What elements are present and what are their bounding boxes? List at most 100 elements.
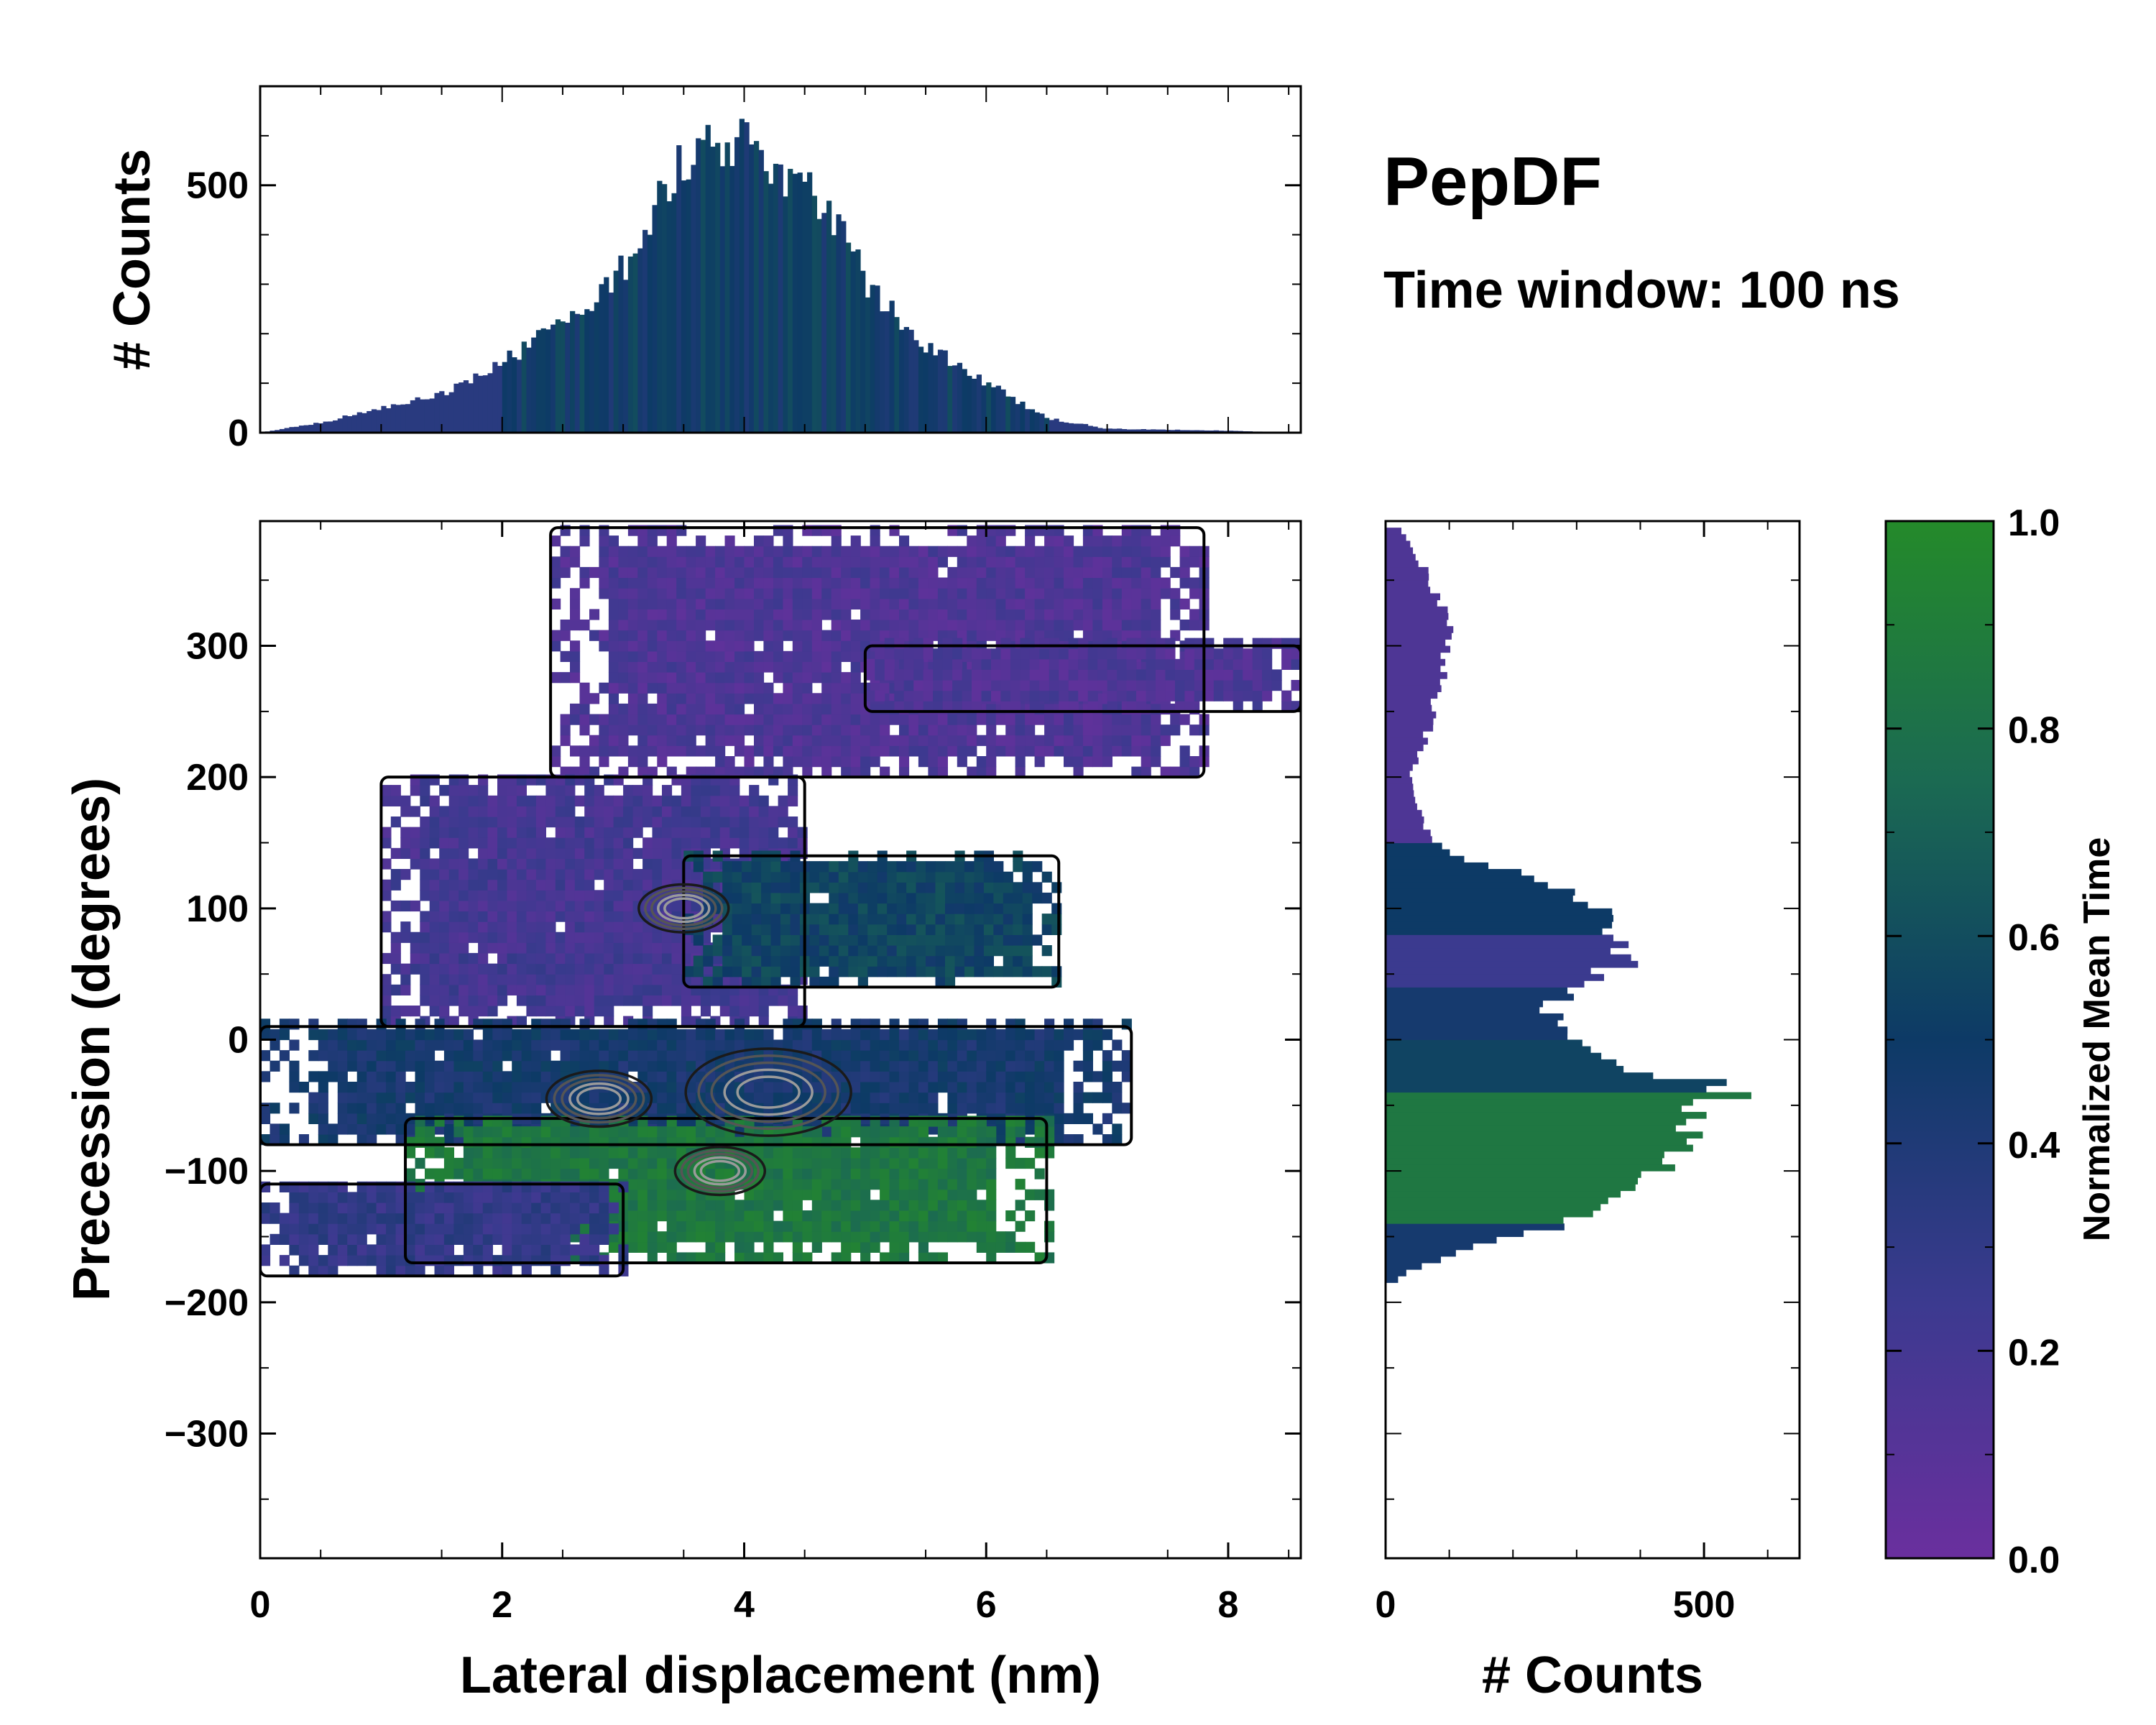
heatmap-cell — [487, 932, 498, 943]
heatmap-cell — [1082, 1039, 1093, 1051]
heatmap-cell — [821, 703, 832, 715]
figure-title: PepDF — [1383, 143, 1602, 220]
heatmap-cell — [928, 714, 939, 725]
heatmap-cell — [947, 620, 958, 631]
heatmap-cell — [459, 806, 469, 817]
heatmap-cell — [947, 1179, 958, 1190]
heatmap-cell — [957, 1103, 967, 1114]
heatmap-cell — [751, 914, 762, 925]
heatmap-cell — [1034, 620, 1045, 631]
heatmap-cell — [986, 1060, 997, 1072]
heatmap-cell — [1097, 669, 1108, 681]
heatmap-cell — [937, 1050, 948, 1062]
heatmap-cell — [754, 577, 765, 589]
heatmap-cell — [880, 1092, 890, 1103]
top-histogram-bar — [880, 311, 885, 433]
heatmap-cell — [754, 1252, 765, 1264]
heatmap-cell — [637, 556, 648, 568]
heatmap-cell — [1029, 669, 1040, 681]
heatmap-cell — [916, 955, 926, 967]
heatmap-cell — [1165, 680, 1176, 691]
heatmap-cell — [540, 1039, 551, 1051]
heatmap-cell — [540, 1157, 551, 1169]
heatmap-cell — [623, 984, 634, 995]
top-histogram-bar — [487, 373, 493, 433]
heatmap-cell — [1179, 756, 1190, 768]
heatmap-cell — [376, 1123, 387, 1135]
heatmap-cell — [780, 966, 791, 978]
heatmap-cell — [1013, 903, 1023, 914]
heatmap-cell — [850, 1050, 861, 1062]
heatmap-cell — [1073, 1092, 1084, 1103]
top-histogram-bar — [821, 213, 827, 433]
heatmap-cell — [1097, 658, 1108, 670]
heatmap-cell — [632, 932, 643, 943]
heatmap-cell — [1189, 766, 1200, 778]
heatmap-cell — [957, 1060, 967, 1072]
heatmap-cell — [526, 890, 537, 901]
heatmap-cell — [570, 588, 581, 599]
heatmap-cell — [1025, 724, 1036, 736]
heatmap-cell — [957, 1126, 967, 1138]
heatmap-cell — [877, 903, 888, 914]
heatmap-cell — [937, 735, 948, 746]
heatmap-cell — [821, 546, 832, 557]
heatmap-cell — [967, 546, 977, 557]
heatmap-cell — [1189, 724, 1200, 736]
heatmap-cell — [967, 1231, 977, 1243]
heatmap-cell — [492, 1050, 503, 1062]
heatmap-cell — [926, 903, 936, 914]
heatmap-cell — [763, 735, 774, 746]
heatmap-cell — [724, 535, 735, 547]
heatmap-cell — [1213, 669, 1224, 681]
heatmap-cell — [857, 945, 868, 957]
heatmap-cell — [657, 650, 668, 662]
heatmap-cell — [744, 588, 755, 599]
heatmap-cell — [986, 1231, 997, 1243]
heatmap-cell — [584, 921, 595, 933]
heatmap-cell — [487, 984, 498, 995]
heatmap-cell — [763, 1220, 774, 1232]
heatmap-cell — [425, 1082, 436, 1093]
heatmap-cell — [420, 932, 430, 943]
heatmap-cell — [599, 1029, 609, 1041]
top-histogram-bar — [691, 165, 696, 433]
heatmap-cell — [395, 1060, 406, 1072]
heatmap-cell — [964, 871, 975, 883]
heatmap-cell — [545, 890, 556, 901]
heatmap-cell — [705, 1231, 716, 1243]
heatmap-cell — [579, 1092, 590, 1103]
heatmap-cell — [589, 1126, 600, 1138]
heatmap-cell — [1025, 1157, 1036, 1169]
heatmap-cell — [647, 609, 658, 620]
heatmap-cell — [705, 1210, 716, 1222]
heatmap-cell — [976, 714, 987, 725]
heatmap-cell — [599, 1126, 609, 1138]
heatmap-cell — [337, 1082, 348, 1093]
heatmap-cell — [1025, 1241, 1036, 1253]
heatmap-cell — [1005, 1060, 1016, 1072]
top-histogram-bar — [1025, 409, 1031, 433]
heatmap-cell — [448, 837, 459, 849]
heatmap-cell — [1233, 658, 1243, 670]
heatmap-cell — [877, 892, 888, 904]
heatmap-cell — [579, 682, 590, 694]
heatmap-cell — [734, 1241, 745, 1253]
heatmap-cell — [841, 1029, 852, 1041]
heatmap-cell — [1165, 669, 1176, 681]
heatmap-cell — [1082, 1071, 1093, 1082]
heatmap-cell — [560, 714, 571, 725]
heatmap-cell — [318, 1092, 328, 1103]
heatmap-cell — [448, 827, 459, 838]
heatmap-cell — [1151, 745, 1161, 757]
heatmap-cell — [448, 785, 459, 796]
heatmap-cell — [880, 1050, 890, 1062]
heatmap-cell — [918, 1147, 929, 1159]
heatmap-cell — [1054, 1113, 1064, 1124]
heatmap-cell — [744, 1082, 755, 1093]
top-histogram-bar — [545, 329, 551, 433]
heatmap-cell — [696, 1231, 706, 1243]
heatmap-cell — [991, 648, 1002, 660]
top-histogram-bar — [386, 408, 392, 433]
heatmap-cell — [627, 620, 638, 631]
